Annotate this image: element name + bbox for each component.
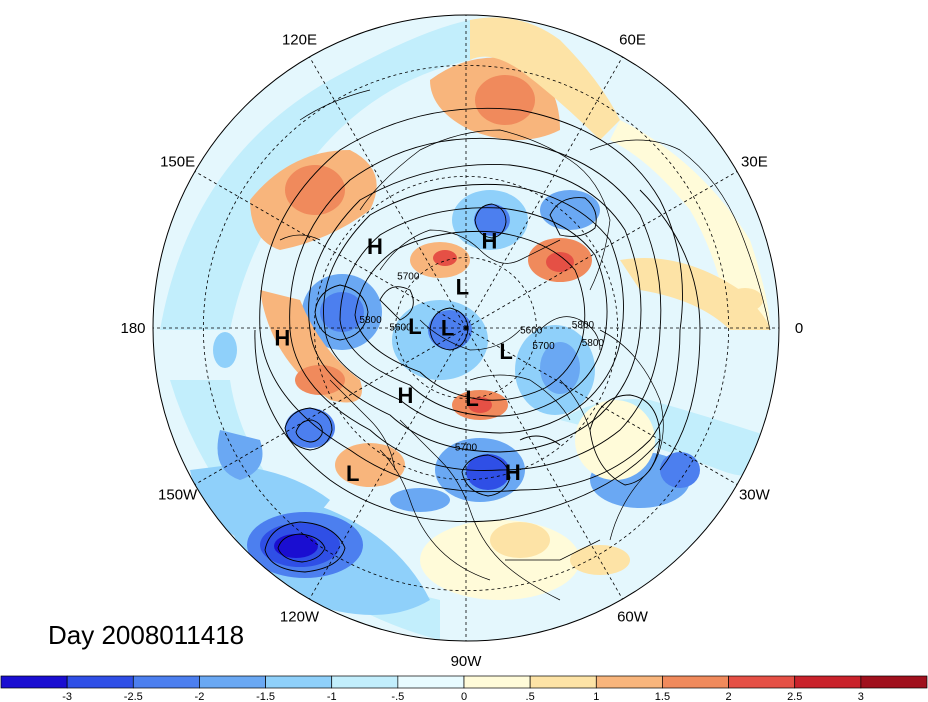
colorbar-tick-label: -1: [327, 691, 337, 702]
colorbar-cell: [860, 675, 928, 689]
polar-map: 90E 60E 30E 0 30W 60W 90W 120W 150W 180 150E 120E H…: [120, 0, 803, 670]
contour-label: 5700: [397, 272, 420, 283]
map-boundary: [152, 14, 780, 642]
colorbar-tick-label: -3: [62, 691, 72, 702]
longitude-label: 90E: [453, 0, 480, 4]
colorbar-cell: [66, 675, 134, 689]
low-pressure-label: L: [456, 275, 469, 300]
contour-label: 5800: [572, 320, 595, 331]
longitude-label: 120E: [282, 32, 317, 49]
colorbar-cell: [794, 675, 862, 689]
colorbar-cell: [595, 675, 663, 689]
contour-label: 5700: [532, 341, 555, 352]
contour-label: 5600: [520, 326, 543, 337]
colorbar-tick-label: -2: [195, 691, 205, 702]
longitude-label: 150E: [160, 154, 195, 171]
longitude-label: 150W: [158, 487, 198, 504]
meridian-line: [194, 171, 467, 329]
colorbar-tick-label: -2.5: [124, 691, 143, 702]
colorbar-tick-label: 2.5: [787, 691, 802, 702]
low-pressure-label: L: [346, 461, 359, 486]
meridian-line: [309, 327, 467, 600]
high-pressure-label: H: [481, 229, 497, 254]
colorbar-cell: [463, 675, 531, 689]
meridian-line: [309, 56, 467, 329]
colorbar-cell: [265, 675, 333, 689]
contour-label: 5700: [455, 442, 478, 453]
colorbar-tick-label: 0: [461, 691, 467, 702]
day-title: Day 2008011418: [48, 620, 245, 650]
longitude-label: 60W: [617, 608, 649, 625]
colorbar-cell: [199, 675, 266, 689]
longitude-label: 180: [120, 320, 145, 337]
low-pressure-label: L: [499, 339, 512, 364]
colorbar-cell: [331, 675, 399, 689]
colorbar-tick-label: .5: [526, 691, 535, 702]
longitude-labels: 90E 60E 30E 0 30W 60W 90W 120W 150W 180 150E 120E: [120, 0, 803, 670]
contour-label: 5800: [359, 315, 382, 326]
colorbar: -3 -2.5 -2 -1.5 -1 -.5 0 .5 1 1.5 2 2.5 3: [0, 675, 928, 702]
high-pressure-label: H: [398, 383, 414, 408]
contour-labels: 5700 5800 5600 5600 5700 5800 5800 5700: [359, 272, 604, 454]
graticule: [153, 15, 779, 641]
latitude-circle: [202, 64, 730, 592]
colorbar-tick-label: -.5: [391, 691, 404, 702]
meridian-line: [465, 56, 623, 329]
longitude-label: 120W: [280, 608, 320, 625]
high-pressure-label: H: [274, 326, 290, 351]
low-pressure-label: L: [441, 315, 454, 340]
colorbar-tick-label: 1: [593, 691, 599, 702]
low-pressure-label: L: [465, 386, 478, 411]
colorbar-cell: [0, 675, 68, 689]
colorbar-cell: [728, 675, 796, 689]
longitude-label: 30W: [739, 487, 771, 504]
longitude-label: 90W: [451, 653, 483, 670]
colorbar-tick-label: 1.5: [655, 691, 670, 702]
contour-label: 5800: [582, 338, 605, 349]
colorbar-tick-label: -1.5: [256, 691, 275, 702]
colorbar-cell: [132, 675, 200, 689]
longitude-label: 30E: [741, 154, 768, 171]
meridian-line: [465, 171, 738, 329]
coastlines: [279, 89, 771, 601]
colorbar-cell: [397, 675, 465, 689]
contour-label: 5600: [389, 322, 412, 333]
colorbar-tick-label: 3: [858, 691, 864, 702]
meridian-line: [465, 327, 738, 485]
colorbar-cell: [662, 675, 729, 689]
high-pressure-label: H: [367, 234, 383, 259]
longitude-label: 0: [795, 320, 803, 337]
longitude-label: 60E: [619, 32, 646, 49]
meridian-line: [194, 327, 467, 485]
low-pressure-label: L: [408, 314, 421, 339]
high-pressure-label: H: [505, 460, 521, 485]
meridian-line: [465, 327, 623, 600]
colorbar-cell: [529, 675, 597, 689]
colorbar-tick-label: 2: [726, 691, 732, 702]
latitude-circle: [395, 257, 537, 399]
